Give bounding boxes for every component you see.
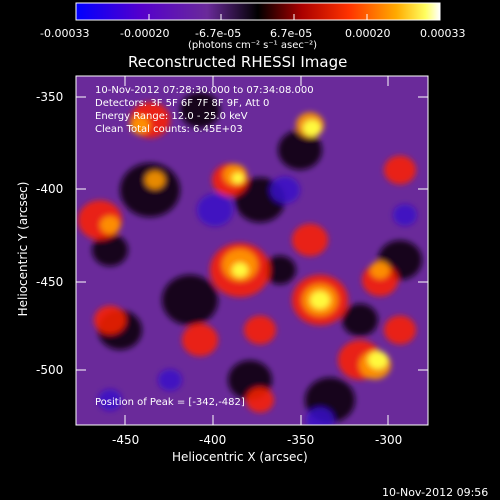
colorbar-ticks — [75, 14, 441, 20]
colorbar-tick-label: 0.00020 — [345, 27, 391, 40]
x-axis-label: Heliocentric X (arcsec) — [172, 450, 308, 464]
colorbar — [75, 2, 441, 21]
colorbar-units: (photons cm⁻² s⁻¹ asec⁻²) — [188, 40, 318, 51]
colorbar-tick-label: 6.7e-05 — [270, 27, 313, 40]
annotation-time-range: 10-Nov-2012 07:28:30.000 to 07:34:08.000 — [95, 85, 314, 96]
x-tick-label: -300 — [375, 433, 403, 447]
x-tick-label: -450 — [112, 433, 140, 447]
y-tick-label: -500 — [36, 363, 64, 377]
y-tick-label: -450 — [36, 275, 64, 289]
colorbar-tick-label: -0.00020 — [120, 27, 170, 40]
y-axis-label: Heliocentric Y (arcsec) — [16, 181, 30, 317]
x-tick-label: -400 — [199, 433, 227, 447]
timestamp: 10-Nov-2012 09:56 — [382, 486, 489, 499]
x-tick-label: -350 — [287, 433, 315, 447]
colorbar-tick-label: -6.7e-05 — [195, 27, 242, 40]
y-tick-label: -350 — [36, 90, 64, 104]
colorbar-tick-label: -0.00033 — [40, 27, 90, 40]
y-tick-label: -400 — [36, 182, 64, 196]
annotation-total-counts: Clean Total counts: 6.45E+03 — [95, 124, 243, 135]
axis-ticks — [76, 76, 428, 425]
rhessi-image — [76, 76, 428, 425]
plot-title: Reconstructed RHESSI Image — [128, 53, 348, 71]
colorbar-tick-label: 0.00033 — [420, 27, 466, 40]
annotation-peak-position: Position of Peak = [-342,-482] — [95, 397, 245, 408]
plot-frame — [75, 75, 429, 426]
annotation-detectors: Detectors: 3F 5F 6F 7F 8F 9F, Att 0 — [95, 98, 270, 109]
annotation-energy-range: Energy Range: 12.0 - 25.0 keV — [95, 111, 248, 122]
